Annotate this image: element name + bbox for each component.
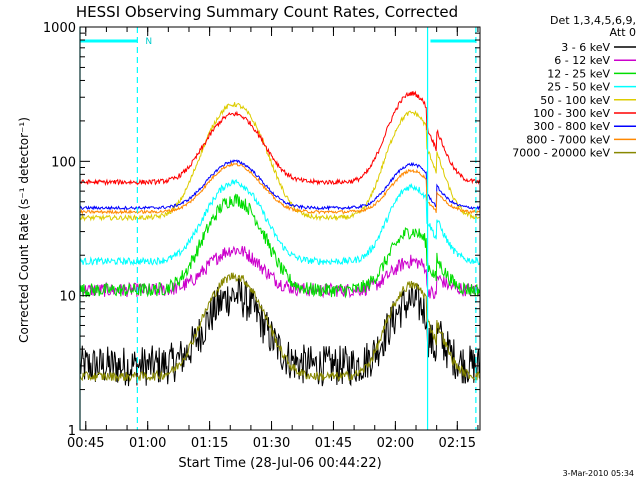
series-line bbox=[79, 90, 481, 187]
series-line bbox=[79, 277, 481, 387]
night-marker-label: N bbox=[145, 37, 152, 47]
legend-entry: 6 - 12 keV bbox=[554, 54, 610, 67]
x-tick-label: 01:30 bbox=[253, 436, 290, 451]
legend-header-line-2: Att 0 bbox=[610, 26, 636, 39]
x-tick-label: 01:15 bbox=[191, 436, 228, 451]
x-tick-label: 01:00 bbox=[129, 436, 166, 451]
y-tick-label: 100 bbox=[51, 155, 76, 170]
legend-entry: 12 - 25 keV bbox=[547, 67, 610, 80]
legend-header-line-1: Det 1,3,4,5,6,9, bbox=[550, 14, 636, 27]
x-tick-label: 01:45 bbox=[315, 436, 352, 451]
series-line bbox=[79, 272, 481, 382]
series-line bbox=[79, 102, 481, 222]
plot-frame bbox=[79, 26, 481, 431]
footer-date: 3-Mar-2010 05:34 bbox=[563, 469, 634, 478]
y-tick-label: 1 bbox=[68, 424, 76, 439]
legend-entry: 800 - 7000 keV bbox=[526, 133, 610, 146]
legend-entry: 100 - 300 keV bbox=[533, 107, 610, 120]
y-tick-label: 10 bbox=[59, 290, 76, 305]
legend-entry: 300 - 800 keV bbox=[533, 120, 610, 133]
series-line bbox=[79, 161, 481, 215]
axes: 00:45 01:00 01:15 01:30 01:45 02:00 02:15 1 10 10… bbox=[43, 21, 481, 451]
legend-entry: 7000 - 20000 keV bbox=[512, 147, 610, 160]
x-tick-label: 00:45 bbox=[67, 436, 104, 451]
vertical-markers: N bbox=[79, 27, 477, 430]
series-line bbox=[79, 178, 481, 266]
y-axis-label: Corrected Count Rate (s⁻¹ detector⁻¹) bbox=[17, 117, 31, 343]
legend-entry: 50 - 100 keV bbox=[540, 94, 610, 107]
series-line bbox=[79, 159, 481, 212]
series-line bbox=[79, 193, 481, 299]
x-tick-label: 02:15 bbox=[439, 436, 476, 451]
x-axis-label: Start Time (28-Jul-06 00:44:22) bbox=[178, 456, 381, 471]
y-tick-label: 1000 bbox=[43, 21, 76, 36]
legend-entry: 3 - 6 keV bbox=[561, 41, 610, 54]
series-layer bbox=[79, 90, 481, 387]
legend-entry: 25 - 50 keV bbox=[547, 81, 610, 94]
chart-title: HESSI Observing Summary Count Rates, Cor… bbox=[76, 3, 458, 21]
x-tick-label: 02:00 bbox=[377, 436, 414, 451]
